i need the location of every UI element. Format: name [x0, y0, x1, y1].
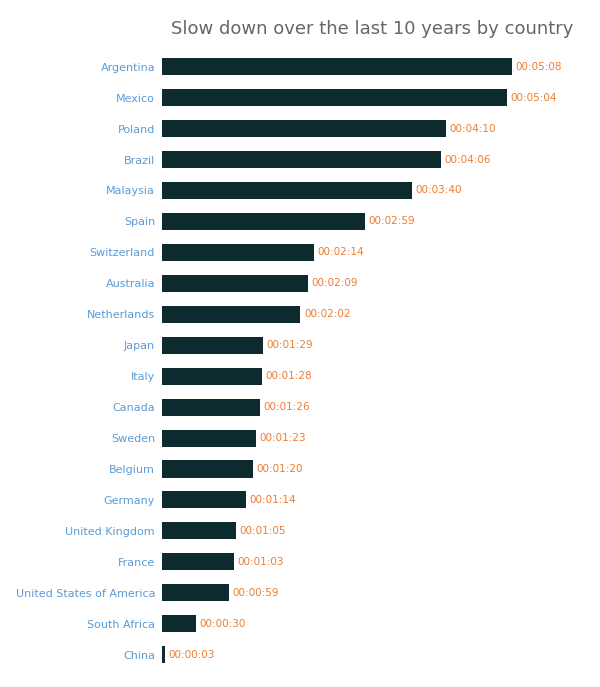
- Bar: [162, 244, 314, 261]
- Bar: [162, 522, 236, 539]
- Bar: [162, 553, 233, 570]
- Text: 00:01:20: 00:01:20: [256, 464, 303, 474]
- Title: Slow down over the last 10 years by country: Slow down over the last 10 years by coun…: [171, 20, 573, 38]
- Bar: [162, 306, 301, 323]
- Bar: [162, 584, 229, 601]
- Text: 00:01:14: 00:01:14: [250, 495, 296, 505]
- Text: 00:02:09: 00:02:09: [312, 278, 358, 289]
- Text: 00:00:30: 00:00:30: [199, 619, 246, 629]
- Text: 00:00:59: 00:00:59: [232, 588, 279, 598]
- Bar: [162, 429, 256, 447]
- Text: 00:00:03: 00:00:03: [169, 650, 215, 660]
- Text: 00:03:40: 00:03:40: [415, 185, 461, 196]
- Text: 00:01:23: 00:01:23: [260, 433, 306, 443]
- Bar: [162, 120, 446, 137]
- Text: 00:02:14: 00:02:14: [317, 247, 364, 258]
- Text: 00:02:59: 00:02:59: [368, 216, 415, 227]
- Text: 00:01:29: 00:01:29: [266, 340, 313, 350]
- Text: 00:01:26: 00:01:26: [263, 402, 310, 412]
- Text: 00:01:28: 00:01:28: [265, 371, 312, 381]
- Text: 00:01:03: 00:01:03: [237, 557, 283, 567]
- Bar: [162, 368, 262, 385]
- Bar: [162, 213, 365, 230]
- Text: 00:05:04: 00:05:04: [511, 93, 557, 102]
- Bar: [162, 398, 260, 416]
- Text: 00:01:05: 00:01:05: [239, 526, 286, 536]
- Text: 00:05:08: 00:05:08: [515, 62, 562, 71]
- Bar: [162, 151, 441, 168]
- Bar: [162, 182, 412, 199]
- Text: 00:04:10: 00:04:10: [449, 124, 496, 133]
- Bar: [162, 491, 246, 508]
- Bar: [162, 275, 308, 292]
- Bar: [162, 460, 253, 477]
- Bar: [162, 89, 507, 106]
- Bar: [162, 616, 196, 632]
- Bar: [162, 646, 166, 663]
- Bar: [162, 58, 512, 75]
- Text: 00:04:06: 00:04:06: [445, 155, 491, 164]
- Text: 00:02:02: 00:02:02: [304, 309, 350, 319]
- Bar: [162, 337, 263, 354]
